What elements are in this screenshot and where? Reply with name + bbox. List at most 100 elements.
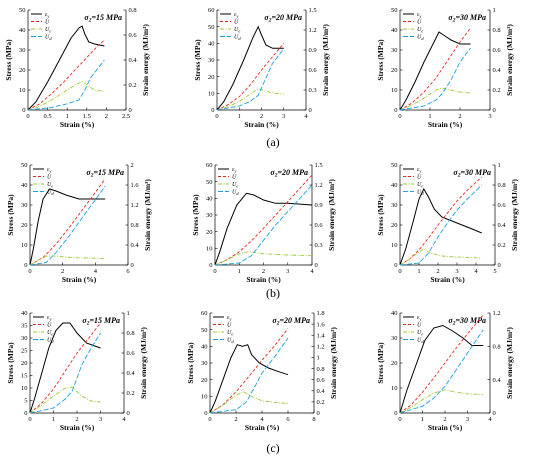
series-line	[29, 332, 101, 414]
x-tick-label: 2	[75, 416, 78, 423]
series-line	[399, 47, 471, 111]
y2-tick-label: 0.6	[317, 377, 326, 384]
y-tick-label: 40	[391, 182, 398, 189]
legend-label: U	[417, 20, 422, 26]
y2-tick-label: 0.2	[493, 87, 501, 94]
x-tick-label: 3	[488, 113, 491, 120]
x-tick-label: 2	[262, 268, 265, 275]
series-line	[214, 251, 313, 266]
y2-tick-label: 0.4	[317, 388, 326, 395]
y2-tick-label: 1	[493, 7, 496, 14]
y2-tick-label: 1.5	[309, 7, 317, 14]
y-tick-label: 50	[19, 7, 26, 14]
legend-label: εy	[234, 12, 238, 19]
x-tick-label: 2	[260, 113, 263, 120]
y2-tick-label: 0	[309, 107, 312, 114]
y2-tick-label: 0.6	[127, 350, 136, 357]
legend-label: Ud	[45, 35, 52, 42]
legend-label: εy	[47, 167, 51, 174]
legend-label: Ud	[234, 35, 241, 42]
series-line	[29, 386, 101, 414]
y2-tick-label: 0	[493, 107, 496, 114]
panel-title: σ2=30 MPa	[453, 168, 491, 179]
x-tick-label: 0	[398, 268, 401, 275]
series-line	[216, 88, 284, 111]
y-tick-label: 50	[391, 7, 398, 14]
y-tick-label: 0	[24, 410, 27, 417]
y-tick-label: 15	[21, 373, 28, 380]
y2-tick-label: 0	[315, 262, 318, 269]
series-line	[399, 329, 484, 414]
y-tick-label: 20	[21, 360, 28, 367]
y-tick-label: 0	[204, 410, 207, 417]
y2-tick-label: 0.6	[129, 32, 138, 39]
y-tick-label: 5	[24, 398, 27, 405]
y-axis-label: Stress (MPa)	[6, 194, 15, 236]
y2-axis-label: Strain energy (MJ/m³)	[327, 179, 336, 251]
x-axis-label: Strain (%)	[62, 275, 97, 284]
x-tick-label: 0	[28, 416, 31, 423]
y-tick-label: 20	[391, 360, 398, 367]
y2-tick-label: 1	[317, 355, 320, 362]
y2-tick-label: 0	[317, 410, 320, 417]
x-tick-label: 6	[126, 268, 130, 275]
y-tick-label: 60	[201, 310, 208, 317]
y2-tick-label: 1.8	[317, 310, 325, 317]
y2-tick-label: 1.2	[131, 202, 139, 209]
series-line	[214, 174, 313, 266]
y-axis-label: Stress (MPa)	[193, 39, 202, 81]
legend-label: εy	[232, 167, 236, 174]
y-tick-label: 30	[201, 360, 208, 367]
y2-tick-label: 1.2	[317, 344, 325, 351]
y-tick-label: 40	[391, 310, 398, 317]
series-line	[209, 344, 289, 414]
x-tick-label: 2	[436, 268, 439, 275]
series-line	[399, 87, 471, 111]
legend-label: εy	[417, 315, 421, 322]
x-tick-label: 4	[488, 416, 492, 423]
panel-title: σ2=15 MPa	[86, 168, 124, 179]
y-tick-label: 0	[24, 262, 27, 269]
x-tick-label: 0	[398, 416, 401, 423]
y2-tick-label: 0.6	[498, 202, 507, 209]
y2-tick-label: 0.2	[129, 82, 137, 89]
legend-label: Ue	[234, 27, 240, 34]
y-axis-label: Stress (MPa)	[376, 342, 385, 384]
legend-label: εy	[227, 315, 231, 322]
y-tick-label: 30	[21, 202, 28, 209]
legend-label: U	[417, 323, 422, 329]
y-tick-label: 25	[21, 348, 28, 355]
y-tick-label: 50	[201, 327, 208, 334]
series-line	[216, 43, 285, 111]
x-axis-label: Strain (%)	[428, 423, 463, 432]
series-line	[29, 322, 101, 414]
y2-tick-label: 0.9	[309, 47, 317, 54]
series-line	[399, 27, 471, 111]
x-tick-label: 1	[421, 416, 424, 423]
legend-label: U	[232, 175, 237, 181]
x-tick-label: 8	[312, 416, 315, 423]
y-tick-label: 0	[22, 107, 25, 114]
legend-label: Ue	[417, 330, 423, 337]
panel-title: σ2=15 MPa	[84, 13, 122, 24]
x-tick-label: 0	[213, 268, 216, 275]
x-tick-label: 0	[26, 113, 29, 120]
x-tick-label: 3	[455, 268, 458, 275]
series-line	[216, 48, 285, 111]
y2-tick-label: 0.8	[493, 27, 501, 34]
y-tick-label: 10	[391, 385, 398, 392]
x-tick-label: 2	[234, 416, 237, 423]
legend-label: U	[227, 323, 232, 329]
legend-label: U	[417, 175, 422, 181]
y2-axis-label: Strain energy (MJ/m³)	[139, 327, 148, 399]
chart-panel-1: 0 0.5 1 1.5 2 2.50102030405000.20.40.60.8Stra…	[4, 7, 150, 129]
legend-label: U	[234, 20, 239, 26]
y-tick-label: 30	[21, 335, 28, 342]
legend-label: Ue	[232, 182, 238, 189]
y2-tick-label: 0	[493, 410, 496, 417]
y2-tick-label: 0.8	[127, 330, 135, 337]
x-tick-label: 3	[99, 416, 102, 423]
series-line	[399, 31, 471, 111]
